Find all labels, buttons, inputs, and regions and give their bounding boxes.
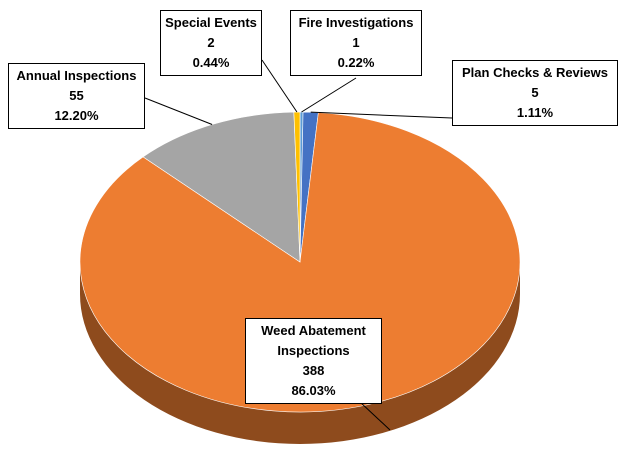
label-name: Weed Abatement Inspections [261,323,366,358]
label-value: 2 [207,35,215,50]
label-percent: 1.11% [516,105,554,120]
leader-line [301,77,357,113]
label-percent: 86.03% [291,383,336,398]
label-value: 5 [531,85,539,100]
label-name: Annual Inspections [16,68,137,83]
label-percent: 0.22% [337,55,375,70]
label-name: Plan Checks & Reviews [462,65,608,80]
slice-side [80,262,520,444]
leader-line [261,59,298,113]
slice [142,111,301,263]
label-value: 55 [69,88,84,103]
data-label: Plan Checks & Reviews 5 1.11% [452,60,618,126]
data-label: Weed Abatement Inspections 388 86.03% [245,318,382,404]
label-percent: 0.44% [192,55,230,70]
label-value: 388 [302,363,325,378]
leader-line [144,97,213,125]
label-percent: 12.20% [54,108,99,123]
data-label: Fire Investigations 1 0.22% [290,10,422,76]
label-name: Fire Investigations [298,15,414,30]
data-label: Annual Inspections 55 12.20% [8,63,145,129]
label-value: 1 [352,35,360,50]
label-name: Special Events [165,15,257,30]
leader-line [359,401,391,431]
leader-line [310,111,453,119]
data-label: Special Events 2 0.44% [160,10,262,76]
